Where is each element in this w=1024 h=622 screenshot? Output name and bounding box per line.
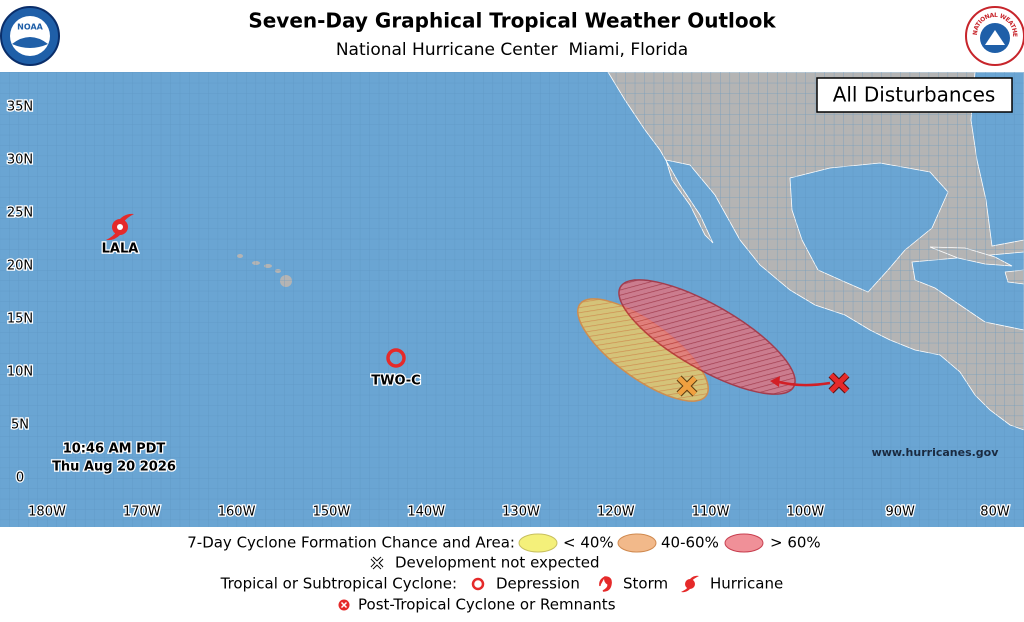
legend-post-tropical-x	[340, 601, 348, 609]
legend-depression-icon	[471, 577, 485, 591]
longitude-label: 110W	[692, 505, 730, 520]
hurricane-icon	[106, 213, 134, 241]
legend-formation-title: 7-Day Cyclone Formation Chance and Area:	[187, 534, 515, 552]
map: All Disturbances www.hurricanes.gov 35N 3…	[0, 71, 1024, 527]
website: www.hurricanes.gov	[872, 446, 1000, 459]
title: Seven-Day Graphical Tropical Weather Out…	[248, 9, 776, 33]
legend-level: > 60%	[770, 534, 821, 552]
longitude-label: 160W	[218, 505, 256, 520]
longitude-label: 90W	[885, 505, 915, 520]
graticule	[0, 72, 1024, 527]
subtitle: National Hurricane Center Miami, Florida	[336, 40, 688, 60]
track-arrowhead	[770, 376, 780, 387]
timestamp: 10:46 AM PDT	[63, 442, 166, 457]
latitude-label: 20N	[7, 259, 33, 274]
storm-label: LALA	[102, 242, 139, 257]
noaa-logo-text: NOAA	[17, 23, 43, 32]
latitude-label: 30N	[7, 153, 33, 168]
legend-post-tropical: Post-Tropical Cyclone or Remnants	[358, 596, 616, 614]
timestamp: Thu Aug 20 2026	[52, 460, 176, 475]
longitude-label: 130W	[502, 505, 540, 520]
longitude-label: 150W	[313, 505, 351, 520]
hurricane-eye	[117, 224, 123, 230]
noaa-logo-wave	[12, 37, 48, 48]
latitude-label: 10N	[7, 365, 33, 380]
longitude-label: 170W	[123, 505, 161, 520]
legend-swatch-high	[724, 533, 764, 553]
legend-cyclone-type: Hurricane	[710, 575, 783, 593]
longitude-label: 120W	[597, 505, 635, 520]
depression-icon	[386, 348, 406, 368]
legend-not-expected: Development not expected	[395, 554, 600, 572]
legend-x	[371, 557, 383, 569]
legend-storm-icon	[599, 576, 612, 592]
legend-level: < 40%	[563, 534, 614, 552]
latitude-label: 5N	[11, 418, 29, 433]
legend-cyclone-type: Storm	[623, 575, 668, 593]
latitude-label: 15N	[7, 312, 33, 327]
header	[0, 0, 1024, 72]
legend: 7-Day Cyclone Formation Chance and Area:…	[0, 527, 1024, 622]
legend-swatch-low	[518, 533, 558, 553]
latitude-label: 25N	[7, 206, 33, 221]
legend-hurricane-icon	[685, 579, 695, 589]
longitude-label: 100W	[787, 505, 825, 520]
disturbance-x	[677, 376, 697, 396]
nws-logo-mark	[985, 30, 1005, 45]
latitude-label: 35N	[7, 100, 33, 115]
longitude-label: 80W	[980, 505, 1010, 520]
noaa-logo: NOAA	[0, 6, 60, 66]
legend-level: 40-60%	[661, 534, 719, 552]
longitude-label: 140W	[407, 505, 445, 520]
latitude-label: 0	[16, 471, 24, 486]
panel-label: All Disturbances	[833, 83, 996, 107]
panel-label-box	[816, 77, 1013, 113]
longitude-label: 180W	[28, 505, 66, 520]
outlook-area-high	[618, 279, 796, 395]
legend-cyclone-type: Depression	[496, 575, 580, 593]
legend-swatch-medium	[617, 533, 657, 553]
legend-background	[0, 527, 1024, 622]
storm-label: TWO-C	[371, 374, 420, 389]
disturbance-x	[829, 373, 849, 393]
legend-cyclone-title: Tropical or Subtropical Cyclone:	[220, 575, 457, 593]
